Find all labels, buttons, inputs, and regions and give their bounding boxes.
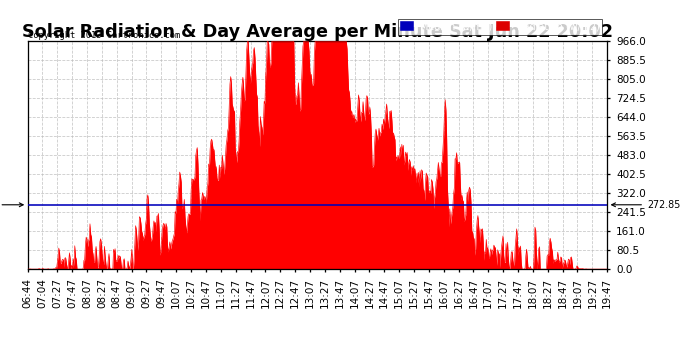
Text: 272.85: 272.85 [611,200,681,210]
Text: 272.85: 272.85 [0,200,23,210]
Text: Copyright 2013 Cartronics.com: Copyright 2013 Cartronics.com [28,31,180,40]
Legend: Median (w/m2), Radiation (w/m2): Median (w/m2), Radiation (w/m2) [398,19,602,34]
Title: Solar Radiation & Day Average per Minute Sat Jun 22 20:02: Solar Radiation & Day Average per Minute… [22,23,613,41]
